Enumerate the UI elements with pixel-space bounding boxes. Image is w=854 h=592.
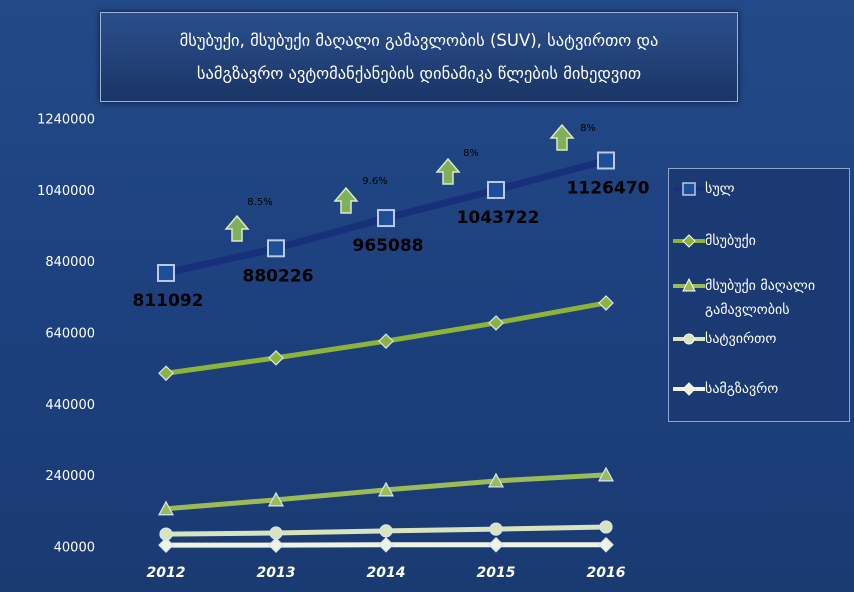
data-label: 965088 (353, 236, 424, 256)
y-tick-label: 1040000 (37, 184, 95, 199)
title-line: სამგზავრო ავტომანქანების დინამიკა წლების… (196, 64, 642, 83)
y-tick-label: 840000 (45, 255, 95, 270)
annotation: 8.5% (247, 197, 272, 208)
legend-marker (682, 182, 696, 196)
marker (267, 491, 285, 507)
marker (379, 524, 393, 538)
growth-arrow (333, 186, 359, 214)
marker (269, 526, 283, 540)
legend-label: მსუბუქი მაღალი გამავლობის (705, 278, 816, 318)
growth-arrow (549, 123, 575, 151)
y-tick-label: 1240000 (37, 113, 95, 128)
data-label: 811092 (133, 291, 204, 311)
legend-marker (682, 382, 696, 396)
legend-swatch (673, 333, 705, 345)
x-tick-label: 2012 (147, 565, 186, 581)
marker (377, 481, 395, 497)
legend-swatch (673, 277, 705, 292)
legend-swatch (673, 382, 705, 396)
marker (488, 315, 504, 331)
y-tick-label: 240000 (45, 469, 95, 484)
marker (598, 536, 614, 553)
legend-label: სატვირთო (705, 331, 777, 347)
marker (599, 520, 613, 534)
legend-swatch (673, 182, 705, 196)
data-label: 1043722 (457, 208, 540, 228)
annotation: 9.6% (362, 176, 387, 187)
y-tick-label: 640000 (45, 327, 95, 342)
marker (378, 536, 394, 553)
legend-marker (683, 333, 695, 345)
y-tick-label: 440000 (45, 398, 95, 413)
marker (489, 522, 503, 536)
data-label: 1126470 (567, 178, 650, 198)
marker (267, 239, 285, 258)
legend-label: სამგზავრო (705, 381, 779, 397)
marker (159, 527, 173, 541)
legend-label: სულ (705, 181, 735, 197)
legend: სულ მსუბუქი მსუბუქი მაღალი გამავლობის სატვი… (668, 168, 850, 422)
y-tick-label: 40000 (54, 541, 95, 556)
marker (157, 500, 175, 516)
marker (598, 295, 614, 311)
legend-marker (682, 277, 696, 292)
x-tick-label: 2014 (367, 565, 406, 581)
marker (597, 466, 615, 482)
annotation: 8% (580, 123, 596, 134)
marker (487, 181, 505, 200)
growth-arrow (435, 157, 461, 185)
title-box: მსუბუქი, მსუბუქი მაღალი გამავლობის (SUV)… (100, 12, 738, 102)
legend-marker (682, 234, 696, 248)
marker (158, 537, 174, 553)
x-tick-label: 2013 (257, 565, 296, 581)
marker (157, 263, 175, 282)
marker (378, 333, 394, 349)
annotation: 8% (463, 148, 479, 159)
marker (488, 536, 504, 553)
marker (377, 209, 395, 228)
data-label: 880226 (243, 266, 314, 286)
title-line: მსუბუქი, მსუბუქი მაღალი გამავლობის (SUV)… (179, 31, 659, 50)
marker (268, 350, 284, 366)
x-tick-label: 2016 (587, 565, 626, 581)
growth-arrow (224, 214, 250, 242)
marker (268, 537, 284, 553)
marker (597, 151, 615, 170)
legend-swatch (673, 234, 705, 248)
x-tick-label: 2015 (477, 565, 516, 581)
marker (158, 365, 174, 382)
marker (487, 472, 505, 488)
legend-label: მსუბუქი (705, 233, 756, 249)
